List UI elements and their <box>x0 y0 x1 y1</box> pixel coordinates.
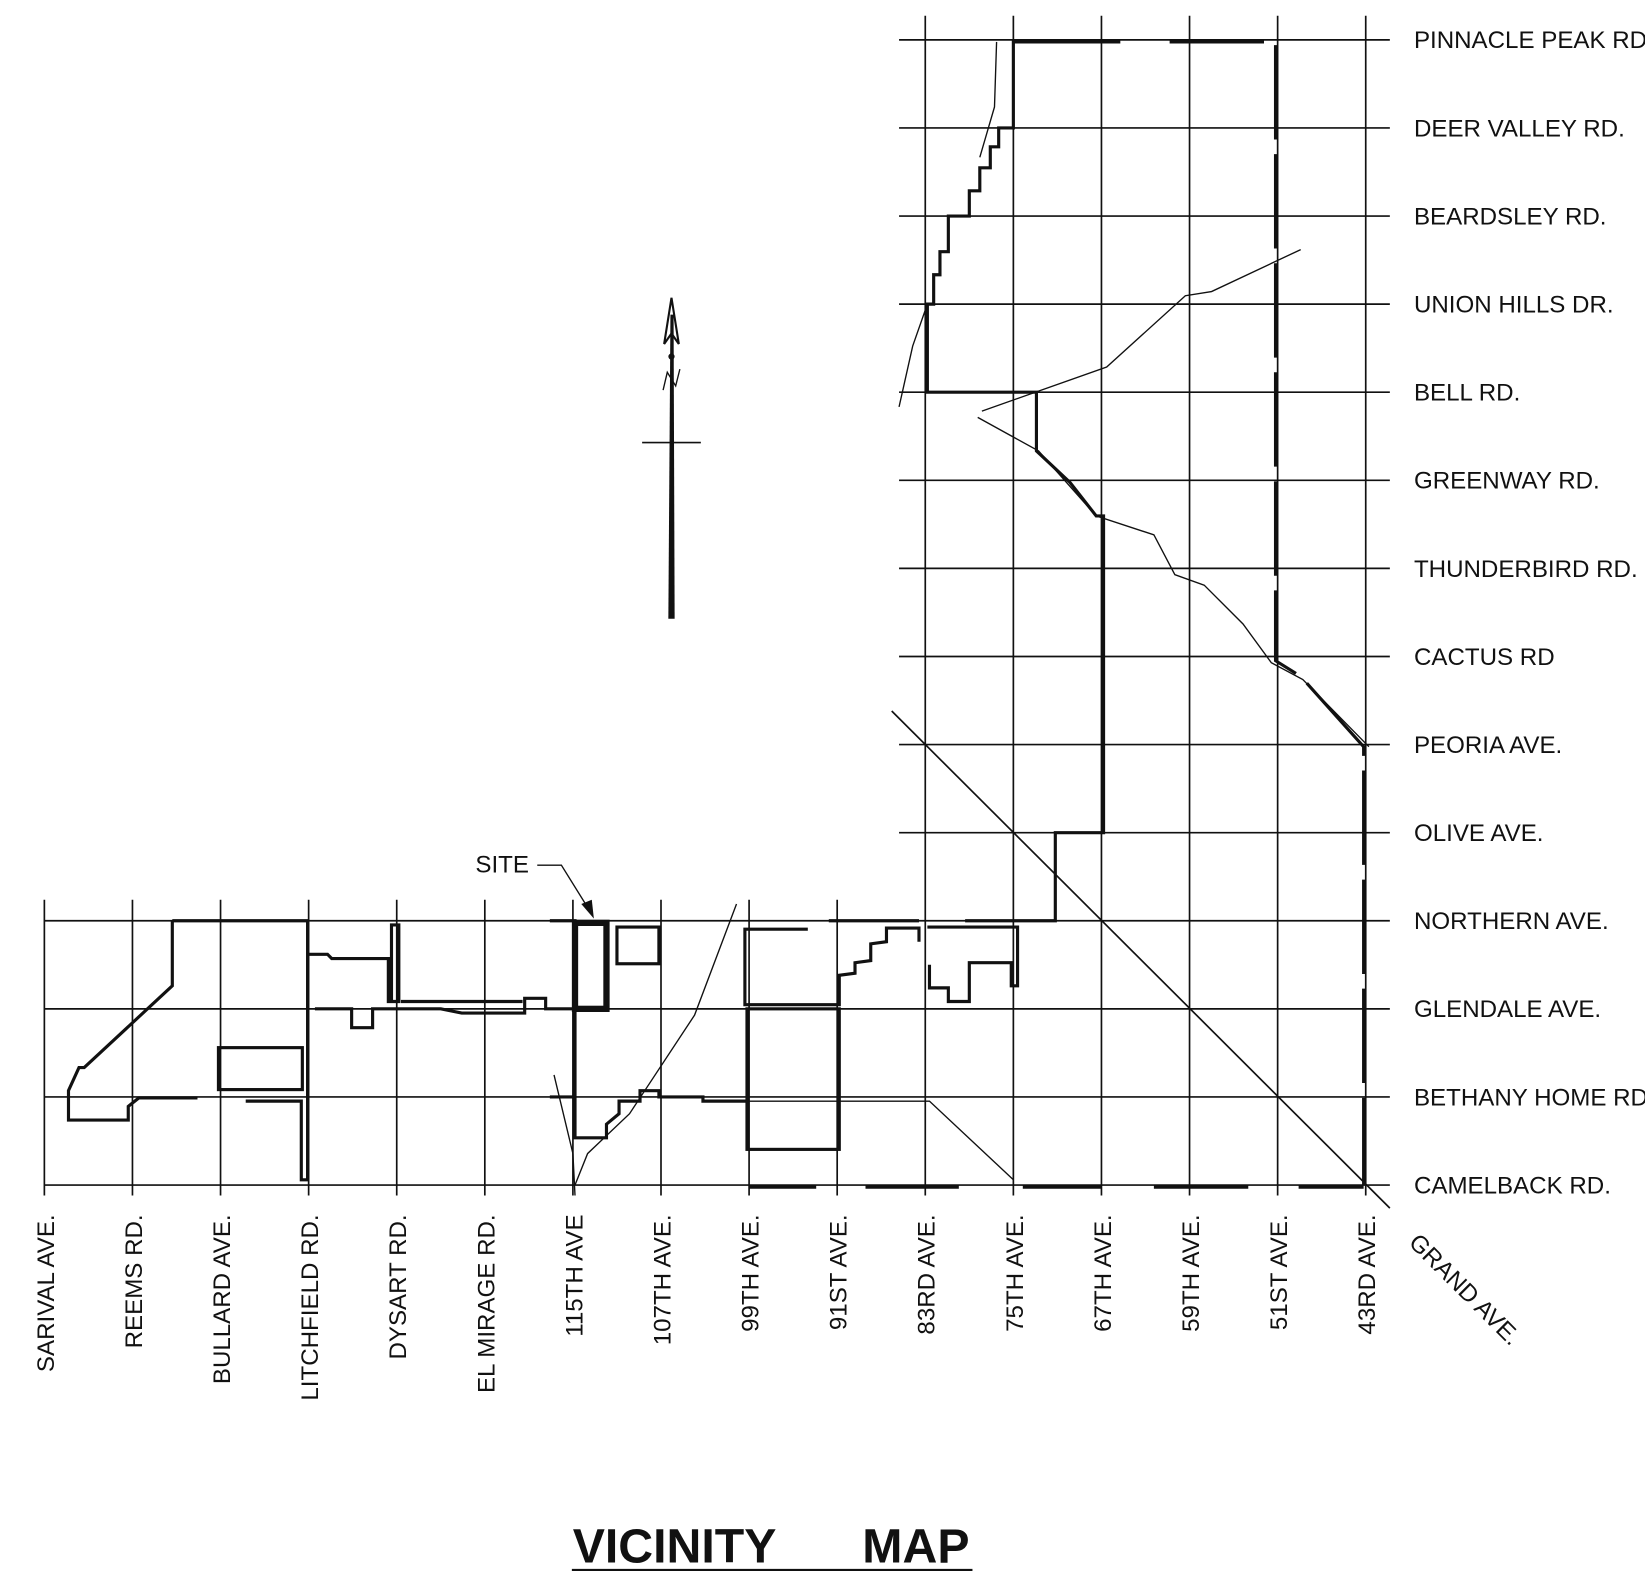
site-leader <box>537 864 592 913</box>
road-label: BEARDSLEY RD. <box>1414 203 1607 230</box>
grand-ave-line <box>891 710 1391 1209</box>
city-boundary <box>66 40 1391 1209</box>
north-arrow <box>642 297 701 619</box>
site-arrowhead <box>581 899 594 919</box>
boundary-west <box>307 923 576 1030</box>
avenue-label: 91ST AVE. <box>826 1214 853 1330</box>
avenue-label: 67TH AVE. <box>1090 1214 1117 1331</box>
road-label: UNION HILLS DR. <box>1414 292 1614 319</box>
road-label: CAMELBACK RD. <box>1414 1172 1611 1199</box>
avenue-label: LITCHFIELD RD. <box>297 1214 324 1400</box>
avenue-label: 43RD AVE. <box>1354 1214 1381 1334</box>
avenue-label: 75TH AVE. <box>1002 1214 1029 1331</box>
avenue-label: REEMS RD. <box>121 1214 148 1348</box>
arrow-shaft <box>668 314 675 619</box>
avenue-label: DYSART RD. <box>385 1214 412 1359</box>
road-label: OLIVE AVE. <box>1414 820 1544 847</box>
avenue-label: 107TH AVE. <box>649 1214 676 1345</box>
grand-ave-label: GRAND AVE. <box>1403 1229 1525 1351</box>
avenue-label: SARIVAL AVE. <box>33 1214 60 1372</box>
boundary-west <box>66 919 310 1182</box>
avenue-label: BULLARD AVE. <box>209 1214 236 1384</box>
boundary-parcel <box>216 1046 304 1092</box>
arrow-head <box>663 297 680 345</box>
boundary-line <box>979 41 998 158</box>
arrow-n <box>662 368 681 391</box>
boundary-east <box>1169 40 1366 1186</box>
map-title: VICINITY MAP <box>573 1520 970 1572</box>
avenue-label: 115TH AVE <box>561 1214 588 1336</box>
road-label: PINNACLE PEAK RD <box>1414 27 1645 54</box>
avenue-label: 59TH AVE. <box>1178 1214 1205 1331</box>
road-label: BELL RD. <box>1414 380 1520 407</box>
road-grid <box>43 15 1390 1196</box>
road-label: PEORIA AVE. <box>1414 732 1562 759</box>
boundary-north <box>925 40 1121 923</box>
boundary-central <box>927 925 1020 1004</box>
avenue-label: 99TH AVE. <box>738 1214 765 1331</box>
boundary-central <box>549 919 750 1140</box>
road-label: GREENWAY RD. <box>1414 468 1600 495</box>
boundary-line <box>898 303 929 408</box>
road-label: THUNDERBIRD RD. <box>1414 556 1638 583</box>
site-parcel <box>571 919 610 1012</box>
arrow-dot <box>668 353 675 360</box>
boundary-parcel <box>745 1007 841 1151</box>
road-label: NORTHERN AVE. <box>1414 908 1609 935</box>
avenue-label: EL MIRAGE RD. <box>473 1214 500 1393</box>
road-label: DEER VALLEY RD. <box>1414 115 1625 142</box>
boundary-line <box>977 416 1370 748</box>
boundary-parcel <box>615 925 661 966</box>
boundary-line <box>553 903 738 1196</box>
road-label: BETHANY HOME RD <box>1414 1084 1645 1111</box>
avenue-label: 51ST AVE. <box>1266 1214 1293 1330</box>
boundary-central <box>743 919 921 1007</box>
road-label: CACTUS RD <box>1414 644 1555 671</box>
site-label: SITE <box>475 852 529 879</box>
boundary-line <box>749 1100 1014 1181</box>
avenue-label: 83RD AVE. <box>914 1214 941 1334</box>
road-label: GLENDALE AVE. <box>1414 996 1601 1023</box>
boundary-line <box>981 248 1301 412</box>
